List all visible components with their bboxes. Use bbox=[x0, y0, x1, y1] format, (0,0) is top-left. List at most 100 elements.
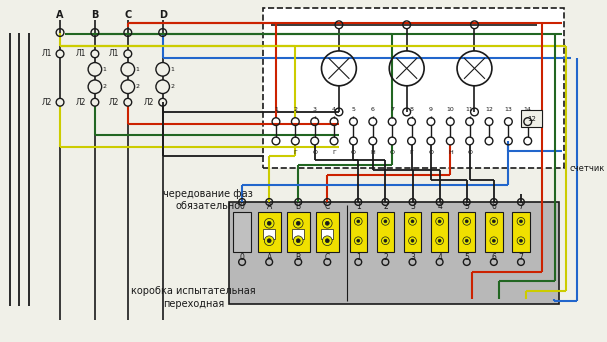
Text: 5: 5 bbox=[464, 253, 469, 262]
Circle shape bbox=[466, 239, 468, 242]
Text: 2: 2 bbox=[103, 84, 107, 89]
Text: 1: 1 bbox=[171, 67, 174, 72]
Text: О: О bbox=[390, 150, 395, 155]
Text: B: B bbox=[91, 10, 98, 20]
Circle shape bbox=[409, 218, 416, 225]
Bar bbox=[458, 212, 475, 252]
Text: D: D bbox=[158, 10, 167, 20]
Bar bbox=[404, 212, 421, 252]
Circle shape bbox=[520, 239, 523, 242]
Circle shape bbox=[325, 239, 329, 243]
Text: 14: 14 bbox=[524, 107, 532, 113]
Text: B: B bbox=[296, 202, 301, 211]
Circle shape bbox=[466, 220, 468, 223]
Circle shape bbox=[384, 239, 387, 242]
Text: 5: 5 bbox=[351, 107, 355, 113]
Text: 8: 8 bbox=[410, 107, 413, 113]
Text: чередование фаз: чередование фаз bbox=[163, 189, 253, 199]
Circle shape bbox=[411, 239, 414, 242]
Circle shape bbox=[492, 239, 495, 242]
Circle shape bbox=[384, 220, 387, 223]
Text: Л1: Л1 bbox=[41, 49, 52, 58]
Circle shape bbox=[490, 237, 498, 245]
Text: Л2: Л2 bbox=[41, 98, 52, 107]
Circle shape bbox=[265, 236, 274, 246]
Circle shape bbox=[296, 239, 300, 243]
Text: Л1: Л1 bbox=[109, 49, 120, 58]
Text: Г: Г bbox=[293, 150, 297, 155]
Bar bbox=[322, 229, 333, 239]
Text: 2: 2 bbox=[383, 253, 388, 262]
Circle shape bbox=[293, 236, 303, 246]
Text: 9: 9 bbox=[429, 107, 433, 113]
Circle shape bbox=[463, 237, 470, 245]
Bar bbox=[293, 229, 304, 239]
Text: 0: 0 bbox=[240, 202, 245, 211]
Text: 3: 3 bbox=[410, 253, 415, 262]
Bar bbox=[263, 8, 563, 168]
Text: 0: 0 bbox=[240, 253, 245, 262]
Circle shape bbox=[354, 237, 362, 245]
Text: 7: 7 bbox=[518, 202, 523, 211]
Text: 2: 2 bbox=[293, 107, 297, 113]
Bar bbox=[377, 212, 394, 252]
Circle shape bbox=[357, 220, 360, 223]
Bar bbox=[521, 110, 542, 128]
Text: О: О bbox=[467, 150, 472, 155]
Circle shape bbox=[438, 239, 441, 242]
Bar bbox=[316, 212, 339, 252]
Circle shape bbox=[438, 220, 441, 223]
Text: 1: 1 bbox=[274, 107, 278, 113]
Circle shape bbox=[436, 237, 444, 245]
Circle shape bbox=[382, 218, 389, 225]
Circle shape bbox=[517, 218, 525, 225]
Text: 6: 6 bbox=[492, 202, 497, 211]
Text: Л2: Л2 bbox=[144, 98, 154, 107]
Text: 7: 7 bbox=[518, 253, 523, 262]
Text: счетчик: счетчик bbox=[569, 163, 605, 173]
Text: 4: 4 bbox=[437, 253, 442, 262]
Circle shape bbox=[265, 219, 274, 228]
Text: 5: 5 bbox=[464, 202, 469, 211]
Circle shape bbox=[492, 220, 495, 223]
Text: 1: 1 bbox=[356, 202, 361, 211]
Text: 11: 11 bbox=[466, 107, 473, 113]
Circle shape bbox=[490, 218, 498, 225]
Text: C: C bbox=[325, 202, 330, 211]
Circle shape bbox=[267, 221, 271, 225]
Circle shape bbox=[325, 221, 329, 225]
Text: 13: 13 bbox=[504, 107, 512, 113]
Text: О: О bbox=[312, 150, 317, 155]
Text: 4: 4 bbox=[332, 107, 336, 113]
Text: Г: Г bbox=[332, 150, 336, 155]
Circle shape bbox=[382, 237, 389, 245]
Text: 2: 2 bbox=[383, 202, 388, 211]
Text: Г: Г bbox=[410, 150, 413, 155]
Text: О: О bbox=[429, 150, 433, 155]
Text: переходная: переходная bbox=[163, 299, 225, 309]
Text: 3: 3 bbox=[410, 202, 415, 211]
Text: О: О bbox=[351, 150, 356, 155]
Text: 6: 6 bbox=[492, 253, 497, 262]
Text: 1: 1 bbox=[356, 253, 361, 262]
Text: 12: 12 bbox=[527, 116, 536, 122]
Circle shape bbox=[409, 237, 416, 245]
Circle shape bbox=[293, 219, 303, 228]
Bar bbox=[229, 202, 558, 304]
Text: C: C bbox=[124, 10, 132, 20]
Text: обязательно: обязательно bbox=[175, 201, 241, 211]
Circle shape bbox=[322, 219, 332, 228]
Bar bbox=[485, 212, 503, 252]
Circle shape bbox=[436, 218, 444, 225]
Text: 3: 3 bbox=[313, 107, 317, 113]
Circle shape bbox=[267, 239, 271, 243]
Text: 6: 6 bbox=[371, 107, 375, 113]
Text: 4: 4 bbox=[437, 202, 442, 211]
Text: 7: 7 bbox=[390, 107, 394, 113]
Text: коробка испытательная: коробка испытательная bbox=[131, 286, 256, 296]
Bar bbox=[287, 212, 310, 252]
Bar bbox=[263, 229, 275, 239]
Text: 12: 12 bbox=[485, 107, 493, 113]
Circle shape bbox=[411, 220, 414, 223]
Text: Л1: Л1 bbox=[76, 49, 87, 58]
